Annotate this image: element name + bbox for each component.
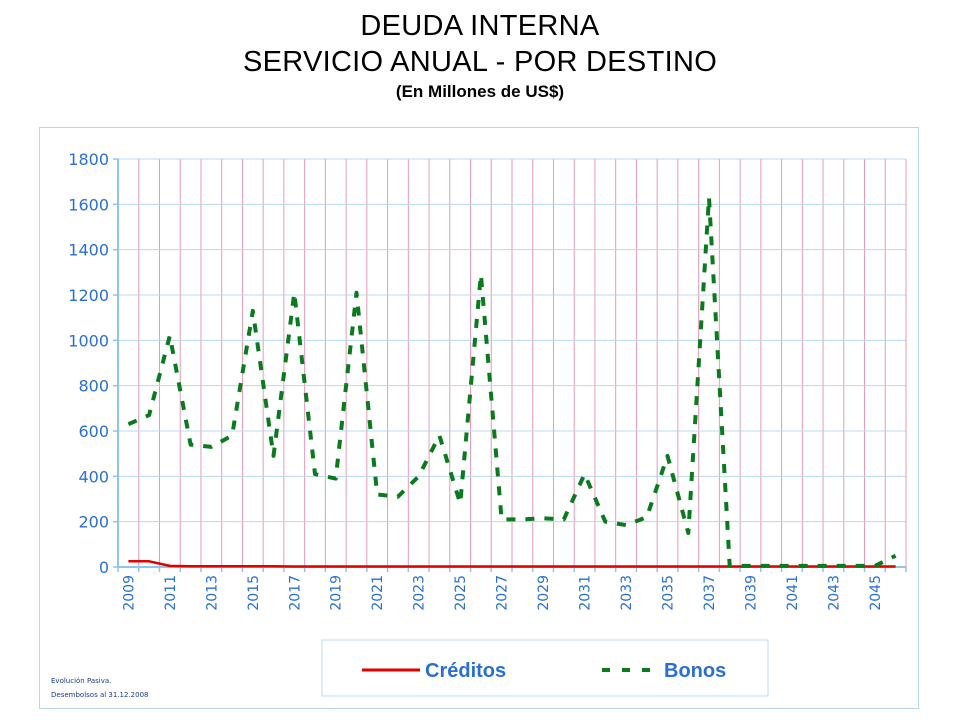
y-tick-label: 1800: [68, 150, 109, 169]
x-tick-label: 2031: [578, 575, 594, 611]
chart-subtitle: (En Millones de US$): [395, 82, 565, 101]
legend-label-bonos: Bonos: [664, 660, 726, 682]
y-tick-label: 1200: [68, 286, 109, 305]
x-tick-label: 2045: [868, 575, 884, 611]
legend-box: [321, 639, 769, 697]
x-tick-label: 2017: [287, 575, 303, 611]
y-tick-label: 600: [78, 422, 109, 441]
x-tick-label: 2025: [453, 575, 469, 611]
legend-label-creditos: Créditos: [425, 660, 506, 682]
chart-title-line2: SERVICIO ANUAL - POR DESTINO: [242, 46, 718, 78]
x-tick-label: 2039: [743, 575, 759, 611]
y-tick-label: 0: [99, 558, 109, 577]
chart-title-line1: DEUDA INTERNA: [360, 10, 600, 42]
x-tick-label: 2011: [163, 575, 179, 611]
x-tick-label: 2023: [412, 575, 428, 611]
y-tick-label: 1000: [68, 331, 109, 350]
x-tick-label: 2037: [702, 575, 718, 611]
x-tick-label: 2021: [370, 575, 386, 611]
x-tick-label: 2013: [204, 575, 220, 611]
title-block: DEUDA INTERNA SERVICIO ANUAL - POR DESTI…: [0, 8, 960, 102]
x-tick-label: 2027: [495, 575, 511, 611]
y-tick-label: 800: [78, 377, 109, 396]
y-tick-label: 400: [78, 467, 109, 486]
y-tick-label: 200: [78, 513, 109, 532]
x-tick-label: 2019: [329, 575, 345, 611]
x-tick-label: 2035: [661, 575, 677, 611]
footnote-line2: Desembolsos al 31.12.2008: [51, 691, 149, 699]
x-tick-label: 2033: [619, 575, 635, 611]
footnote-line1: Evolución Pasiva.: [51, 677, 112, 685]
line-chart: 0 200 400 600 800 1000 1200 1400 1600 1800 2009 201…: [68, 150, 907, 697]
x-tick-label: 2029: [536, 575, 552, 611]
chart-frame: 0 200 400 600 800 1000 1200 1400 1600 1800 2009 201…: [39, 127, 919, 709]
x-tick-label: 2043: [826, 575, 842, 611]
x-tick-label: 2009: [121, 575, 137, 611]
y-tick-label: 1400: [68, 241, 109, 260]
x-tick-label: 2015: [246, 575, 262, 611]
y-tick-label: 1600: [68, 195, 109, 214]
x-tick-label: 2041: [785, 575, 801, 611]
series-line-bonos: [127, 195, 897, 568]
